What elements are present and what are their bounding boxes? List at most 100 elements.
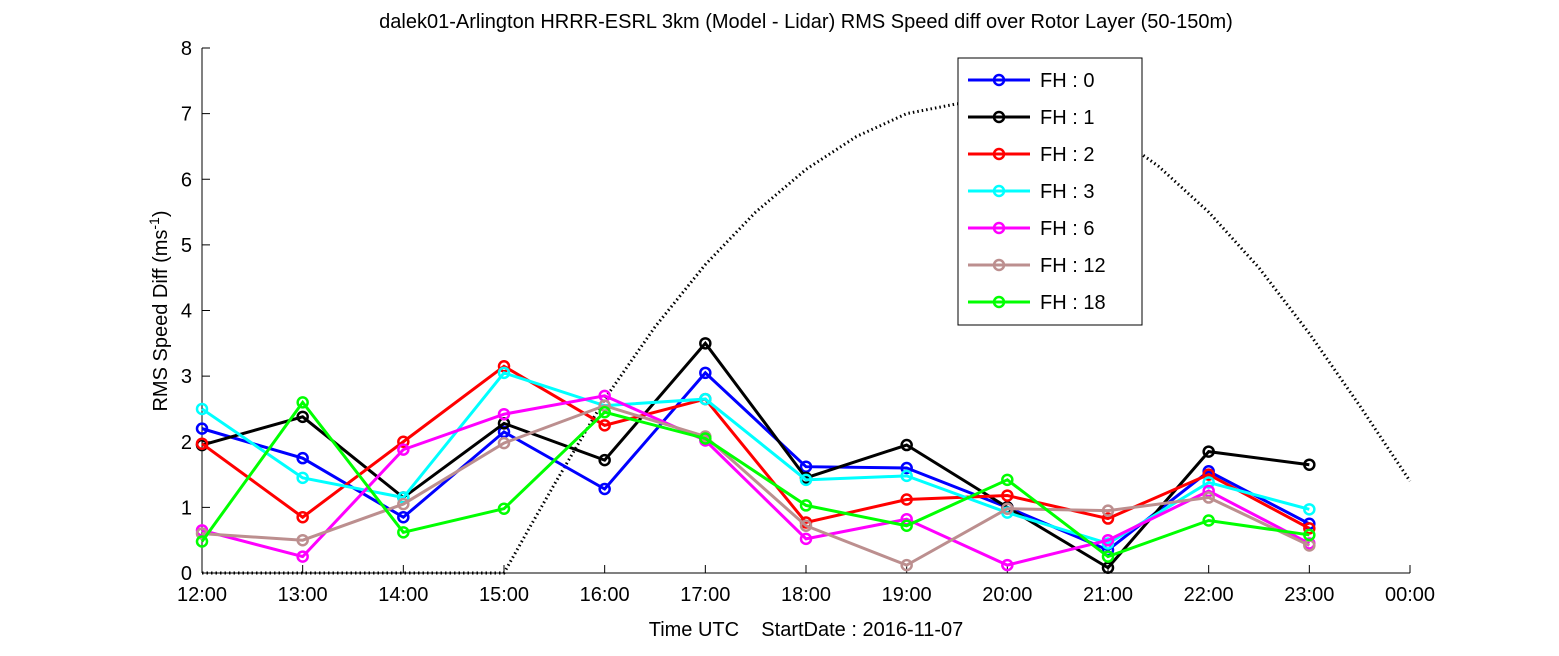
data-point <box>598 482 611 496</box>
data-point <box>497 366 511 380</box>
data-point <box>1202 514 1215 527</box>
data-point <box>900 493 913 506</box>
legend-label: FH : 18 <box>1040 292 1106 314</box>
data-point <box>699 392 712 406</box>
legend-label: FH : 1 <box>1040 107 1094 129</box>
chart-title: dalek01-Arlington HRRR-ESRL 3km (Model -… <box>379 11 1233 33</box>
series-line <box>201 364 1311 530</box>
legend-marker <box>992 147 1006 161</box>
data-point <box>1001 502 1014 515</box>
data-point <box>900 519 913 532</box>
legend-label: FH : 6 <box>1040 218 1094 240</box>
data-point <box>1101 550 1115 563</box>
data-point <box>799 473 813 487</box>
data-point <box>900 438 913 452</box>
data-point <box>1001 473 1014 487</box>
data-point <box>397 443 410 456</box>
data-point <box>296 471 309 485</box>
data-point <box>799 519 813 532</box>
x-tick-label: 15:00 <box>479 584 529 606</box>
legend-marker <box>992 73 1006 87</box>
legend-label: FH : 12 <box>1040 255 1106 277</box>
y-axis-label: RMS Speed Diff (ms-1) <box>146 210 172 411</box>
x-tick-label: 23:00 <box>1284 584 1334 606</box>
x-tick-label: 14:00 <box>378 584 428 606</box>
legend-label: FH : 3 <box>1040 181 1094 203</box>
data-point <box>497 407 511 421</box>
data-point <box>397 435 410 448</box>
data-point <box>1202 468 1215 481</box>
data-point <box>296 410 309 424</box>
data-point <box>900 469 913 483</box>
series-fh-18 <box>195 396 1316 563</box>
data-point <box>1303 503 1316 516</box>
data-point <box>296 451 309 465</box>
data-point <box>397 526 410 539</box>
data-point <box>497 436 511 450</box>
series-line <box>201 394 1311 567</box>
x-tick-label: 21:00 <box>1083 584 1133 606</box>
y-tick-label: 2 <box>181 432 192 454</box>
data-point <box>397 510 410 524</box>
data-point <box>195 422 209 435</box>
data-point <box>900 558 913 572</box>
legend: FH : 0 FH : 1 FH : 2 FH : 3 FH : 6 FH : 12 FH … <box>957 57 1143 326</box>
x-tick-label: 13:00 <box>278 584 328 606</box>
data-point <box>699 366 712 380</box>
x-tick-label: 12:00 <box>177 584 227 606</box>
y-axis-label-sup: -1 <box>146 217 162 230</box>
data-point <box>900 461 913 475</box>
data-point <box>1202 484 1215 498</box>
data-point <box>598 399 611 412</box>
y-tick-label: 6 <box>181 169 192 191</box>
data-point <box>1303 458 1316 471</box>
legend-marker <box>992 110 1006 124</box>
x-tick-label: 16:00 <box>580 584 630 606</box>
legend-label: FH : 2 <box>1040 144 1094 166</box>
data-point <box>296 510 309 524</box>
data-point <box>799 499 813 512</box>
series-line <box>201 340 1310 570</box>
x-tick-label: 22:00 <box>1184 584 1234 606</box>
reference-curve-line <box>202 102 1412 575</box>
y-tick-label: 7 <box>181 104 192 126</box>
data-point <box>1101 512 1115 525</box>
data-point <box>1001 489 1014 502</box>
x-tick-label: 20:00 <box>982 584 1032 606</box>
data-point <box>1303 528 1316 542</box>
y-axis-label-main: RMS Speed Diff (ms <box>150 230 172 412</box>
y-tick-label: 4 <box>181 301 192 323</box>
data-point <box>1001 558 1014 572</box>
data-point <box>296 550 309 563</box>
data-point <box>699 432 712 445</box>
legend-label: FH : 0 <box>1040 70 1094 92</box>
data-point <box>799 532 813 546</box>
y-tick-label: 8 <box>181 38 192 60</box>
legend-marker <box>992 295 1006 309</box>
series-line <box>201 370 1311 552</box>
y-tick-label: 0 <box>181 563 192 585</box>
data-point <box>1101 504 1115 517</box>
data-point <box>195 402 209 416</box>
data-point <box>598 453 611 467</box>
data-point <box>1101 533 1115 547</box>
series-line <box>200 399 1310 559</box>
data-point <box>598 405 611 419</box>
x-axis-label: Time UTC StartDate : 2016-11-07 <box>649 619 964 641</box>
x-tick-label: 00:00 <box>1385 584 1435 606</box>
data-point <box>397 497 410 511</box>
legend-marker <box>992 258 1006 272</box>
data-point <box>195 437 209 450</box>
series-layer <box>195 337 1316 574</box>
y-tick-label: 3 <box>181 366 192 388</box>
data-point <box>195 535 209 548</box>
x-tick-label: 18:00 <box>781 584 831 606</box>
data-point <box>296 533 309 547</box>
y-tick-label: 5 <box>181 235 192 257</box>
data-point <box>296 396 309 409</box>
legend-marker <box>992 221 1006 235</box>
x-tick-label: 19:00 <box>882 584 932 606</box>
y-axis-label-close: ) <box>150 210 172 217</box>
data-point <box>699 337 712 350</box>
